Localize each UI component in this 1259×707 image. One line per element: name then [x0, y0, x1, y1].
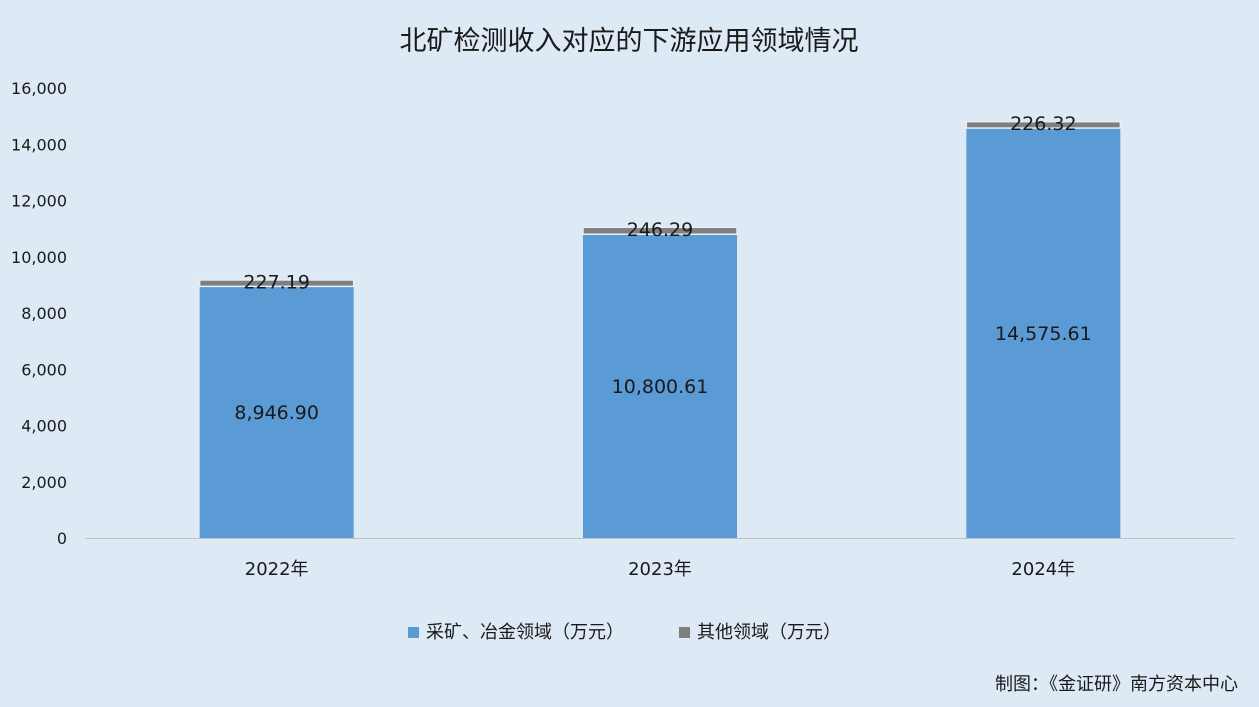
bar-stack: 8,946.90 227.19: [198, 271, 355, 538]
data-label: 226.32: [1010, 113, 1076, 135]
chart-title: 北矿检测收入对应的下游应用领域情况: [400, 26, 859, 57]
y-tick-label: 10,000: [11, 248, 67, 267]
bar-mining-metallurgy: [199, 286, 354, 538]
y-axis: 0 2,000 4,000 6,000 8,000 10,000 12,000 14,000 1…: [11, 79, 67, 548]
data-label: 8,946.90: [234, 402, 319, 424]
legend-swatch: [679, 627, 690, 638]
y-tick-label: 0: [57, 529, 67, 548]
x-tick-label: 2024年: [1011, 559, 1075, 580]
legend: 采矿、冶金领域（万元） 其他领域（万元）: [408, 622, 841, 643]
legend-swatch: [408, 627, 419, 638]
bar-other: [198, 279, 355, 288]
y-tick-label: 2,000: [21, 473, 67, 492]
y-tick-label: 16,000: [11, 79, 67, 98]
legend-label: 采矿、冶金领域（万元）: [426, 622, 624, 643]
bars-group: 8,946.90 227.19 10,800.61 246.29 14,575.61 22…: [198, 113, 1122, 538]
y-tick-label: 6,000: [21, 360, 67, 379]
bar-other: [582, 226, 738, 235]
bar-stack: 14,575.61 226.32: [965, 113, 1122, 538]
x-tick-label: 2022年: [245, 559, 309, 580]
y-tick-label: 14,000: [11, 135, 67, 154]
x-axis: 2022年 2023年 2024年: [245, 559, 1075, 580]
data-label: 14,575.61: [995, 323, 1092, 345]
bar-mining-metallurgy: [966, 128, 1121, 538]
bar-other: [965, 120, 1122, 129]
data-label: 10,800.61: [612, 376, 709, 398]
bar-stack: 10,800.61 246.29: [582, 219, 738, 538]
data-label: 246.29: [627, 219, 693, 241]
y-tick-label: 4,000: [21, 417, 67, 436]
bar-mining-metallurgy: [583, 234, 737, 538]
legend-label: 其他领域（万元）: [697, 622, 841, 643]
y-tick-label: 8,000: [21, 304, 67, 323]
y-tick-label: 12,000: [11, 192, 67, 211]
x-tick-label: 2023年: [628, 559, 692, 580]
source-note: 制图：《金证研》南方资本中心: [995, 674, 1238, 695]
data-label: 227.19: [243, 271, 309, 293]
